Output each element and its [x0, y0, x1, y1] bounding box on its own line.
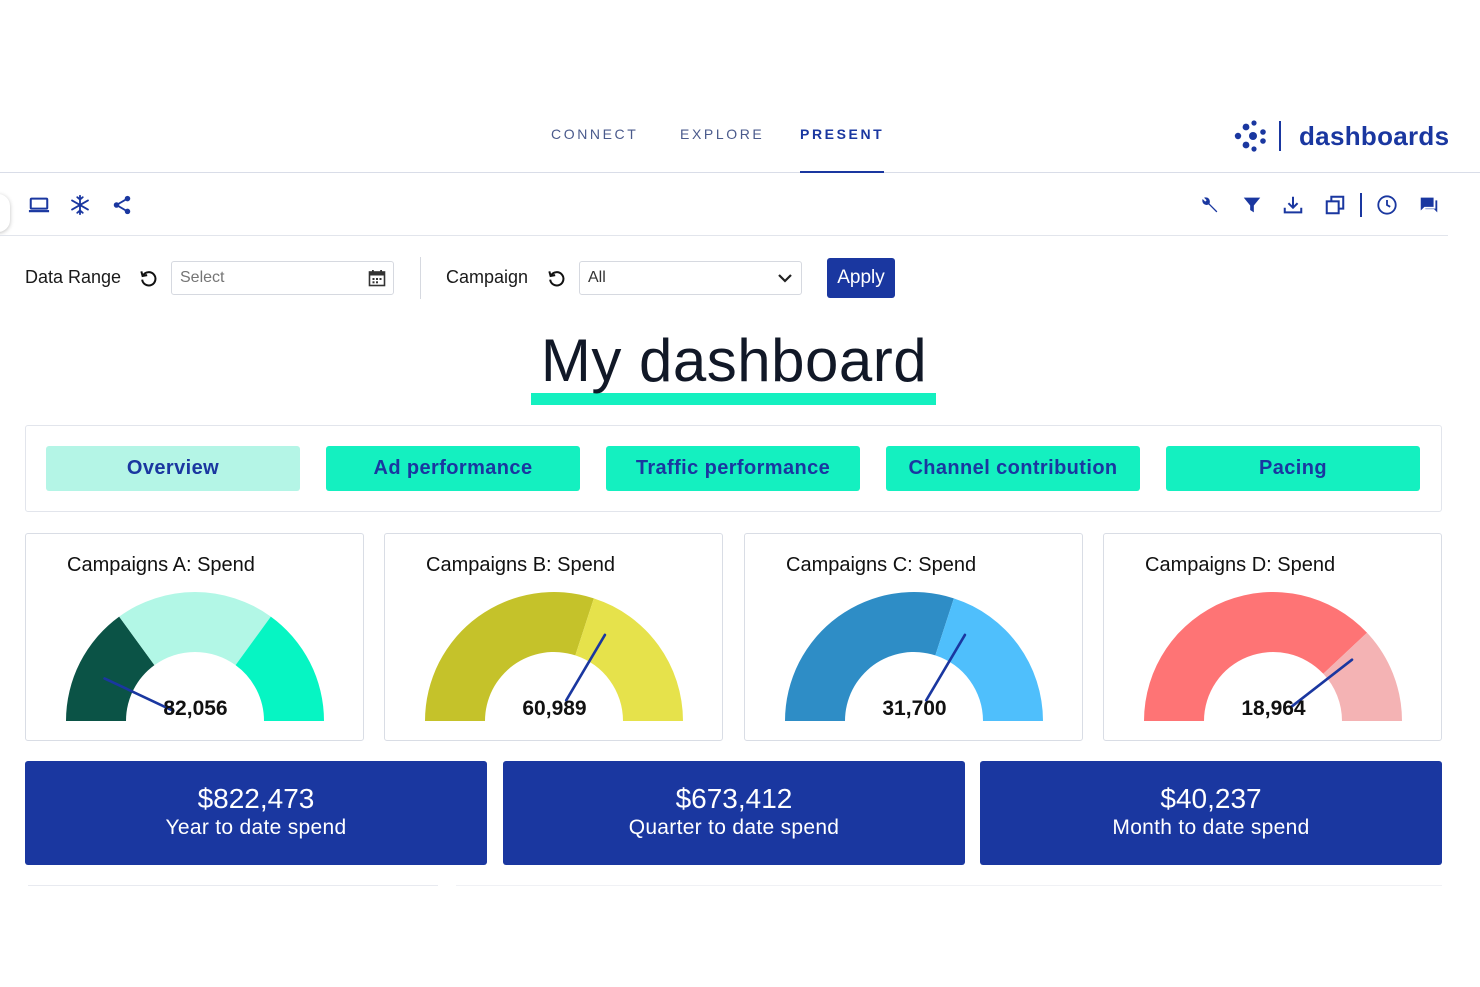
nav-tabs: CONNECT EXPLORE PRESENT	[0, 126, 1480, 173]
dashboard-tabs: Overview Ad performance Traffic performa…	[25, 425, 1442, 512]
date-range-label: Data Range	[25, 267, 122, 287]
share-icon[interactable]	[109, 192, 135, 218]
top-nav: CONNECT EXPLORE PRESENT dashboards	[0, 0, 1480, 173]
kpi-label: Quarter to date spend	[628, 816, 840, 839]
tab-channel-contribution[interactable]: Channel contribution	[886, 446, 1140, 491]
date-range-reset-icon[interactable]	[138, 268, 158, 288]
gauge-needle	[1290, 658, 1354, 708]
monitor-icon[interactable]	[26, 192, 52, 218]
gauge-value: 31,700	[882, 697, 947, 720]
brand-mark-icon	[1234, 120, 1266, 152]
nav-tab-explore[interactable]: EXPLORE	[680, 126, 765, 142]
filter-divider	[420, 257, 421, 299]
gauge-title: Campaigns D: Spend	[1145, 554, 1336, 576]
kpi-label: Month to date spend	[1112, 816, 1310, 839]
kpi-value: $40,237	[1160, 783, 1262, 814]
snowflake-icon[interactable]	[67, 192, 93, 218]
gauge-title: Campaigns B: Spend	[426, 554, 616, 576]
download-icon[interactable]	[1280, 192, 1306, 218]
gauge-segment-2	[935, 598, 1043, 721]
wrench-icon[interactable]	[1197, 192, 1223, 218]
tab-pacing[interactable]: Pacing	[1166, 446, 1420, 491]
brand-logo[interactable]: dashboards	[1233, 116, 1449, 156]
gauge-title: Campaigns C: Spend	[786, 554, 977, 576]
section-divider	[456, 885, 1442, 886]
gauge-card-a: Campaigns A: Spend 82,056	[25, 533, 364, 741]
apply-button[interactable]: Apply	[827, 258, 895, 298]
gauge-segment-2	[119, 592, 271, 666]
gauge-value: 18,964	[1241, 697, 1306, 720]
gauge-chart	[1144, 591, 1402, 721]
gauge-segment-2	[575, 598, 683, 721]
filter-icon[interactable]	[1239, 192, 1265, 218]
gauge-value: 60,989	[522, 697, 587, 720]
gauge-needle	[103, 677, 175, 713]
section-divider	[28, 885, 438, 886]
gauge-chart	[66, 592, 324, 721]
tab-ad-performance[interactable]: Ad performance	[326, 446, 580, 491]
filter-bar: Data Range Campaign All Apply	[0, 256, 920, 300]
gauge-segment-1	[785, 592, 954, 721]
kpi-value: $822,473	[197, 783, 315, 814]
campaign-reset-icon[interactable]	[546, 268, 566, 288]
campaign-select[interactable]: All	[579, 261, 802, 295]
kpi-card-quarter: $673,412 Quarter to date spend	[503, 761, 965, 865]
campaign-select-value: All	[588, 269, 606, 286]
gauge-title: Campaigns A: Spend	[67, 554, 255, 576]
kpi-label: Year to date spend	[165, 816, 347, 839]
tab-traffic-performance[interactable]: Traffic performance	[606, 446, 860, 491]
nav-tab-present[interactable]: PRESENT	[800, 126, 885, 173]
nav-tab-connect[interactable]: CONNECT	[551, 126, 639, 142]
toolbar-divider	[1360, 193, 1362, 217]
kpi-card-month: $40,237 Month to date spend	[980, 761, 1442, 865]
gauge-value: 82,056	[163, 697, 228, 720]
gauge-segment-3	[235, 616, 324, 721]
gauge-needle	[924, 633, 967, 702]
gauge-segment-1	[1144, 591, 1368, 721]
gauge-chart	[425, 592, 683, 721]
comment-icon[interactable]	[1416, 192, 1442, 218]
date-range-input[interactable]	[171, 261, 394, 295]
tab-overview[interactable]: Overview	[46, 446, 300, 491]
gauge-segment-1	[425, 592, 594, 721]
clock-icon[interactable]	[1374, 192, 1400, 218]
side-panel-handle[interactable]	[0, 194, 10, 232]
dashboard-toolbar	[0, 174, 1448, 236]
dashboard-title: My dashboard	[540, 327, 928, 394]
gauge-chart	[785, 592, 1043, 721]
kpi-value: $673,412	[675, 783, 793, 814]
duplicate-icon[interactable]	[1322, 192, 1348, 218]
gauge-segment-2	[1323, 632, 1402, 721]
brand-divider	[1279, 121, 1281, 151]
gauge-segment-1	[66, 616, 155, 721]
kpi-card-year: $822,473 Year to date spend	[25, 761, 487, 865]
gauge-card-d: Campaigns D: Spend 18,964	[1103, 533, 1442, 741]
title-underline	[531, 393, 936, 405]
gauge-needle	[564, 633, 607, 702]
campaign-label: Campaign	[446, 267, 529, 287]
gauge-card-c: Campaigns C: Spend 31,700	[744, 533, 1083, 741]
gauge-card-b: Campaigns B: Spend 60,989	[384, 533, 723, 741]
brand-name: dashboards	[1299, 120, 1450, 151]
